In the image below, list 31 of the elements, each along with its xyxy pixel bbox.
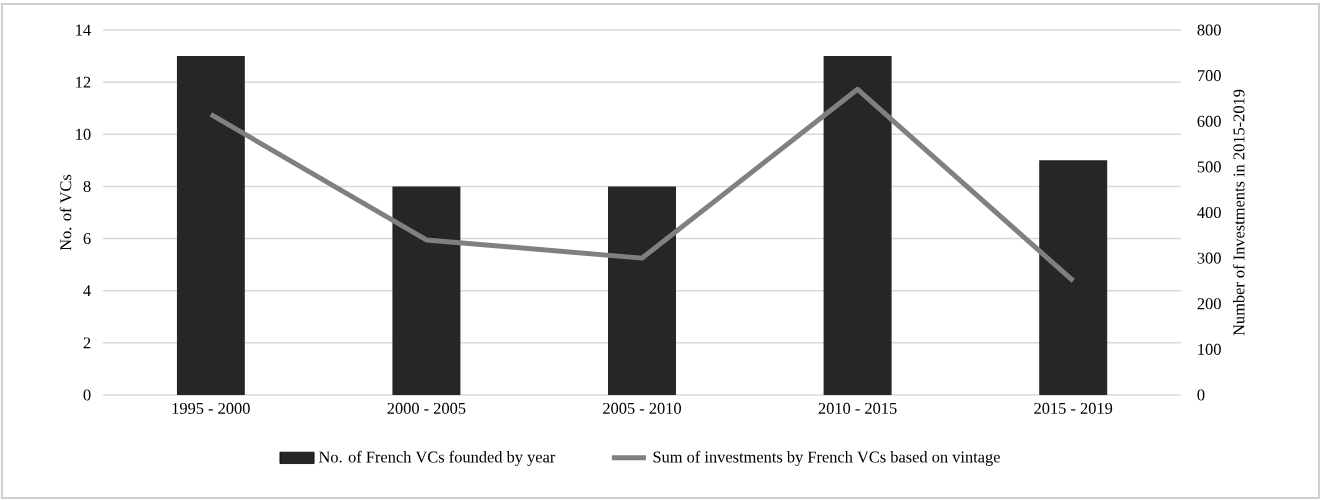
- legend-label: Sum of investments by French VCs based on vintage: [653, 450, 1000, 466]
- y2-tick-label: 600: [1197, 115, 1221, 127]
- y2-tick-label: 400: [1197, 206, 1221, 219]
- y2-tick-label: 700: [1197, 70, 1221, 82]
- bar: [1039, 160, 1108, 395]
- y2-tick-label: 200: [1197, 298, 1221, 310]
- y-axis-title: No. of VCs: [59, 174, 72, 251]
- y-tick-label: 0: [83, 389, 91, 401]
- y-tick-label: 14: [76, 24, 91, 36]
- x-tick-label: 1995 - 2000: [172, 402, 250, 414]
- x-tick-label: 2005 - 2010: [603, 402, 682, 414]
- bar: [608, 186, 676, 395]
- y-tick-label: 6: [83, 233, 91, 245]
- y2-tick-label: 0: [1197, 389, 1205, 401]
- legend-label: No. of French VCs founded by year: [318, 450, 556, 466]
- y2-tick-label: 300: [1197, 252, 1221, 264]
- x-tick-label: 2015 - 2019: [1034, 402, 1113, 414]
- y-tick-label: 8: [83, 180, 91, 192]
- y-tick-label: 4: [83, 285, 91, 297]
- x-tick-label: 2010 - 2015: [818, 402, 897, 414]
- y2-tick-label: 500: [1197, 161, 1221, 173]
- y-tick-label: 10: [76, 128, 91, 140]
- bar: [392, 186, 461, 395]
- y2-axis-title: Number of Investments in 2015-2019: [1232, 89, 1245, 336]
- y-tick-label: 2: [83, 337, 91, 349]
- x-tick-label: 2000 - 2005: [387, 402, 466, 414]
- bar: [176, 56, 245, 395]
- bar: [823, 56, 892, 395]
- y2-tick-label: 800: [1197, 24, 1221, 36]
- y2-tick-label: 100: [1198, 343, 1221, 355]
- y-tick-label: 12: [76, 76, 91, 88]
